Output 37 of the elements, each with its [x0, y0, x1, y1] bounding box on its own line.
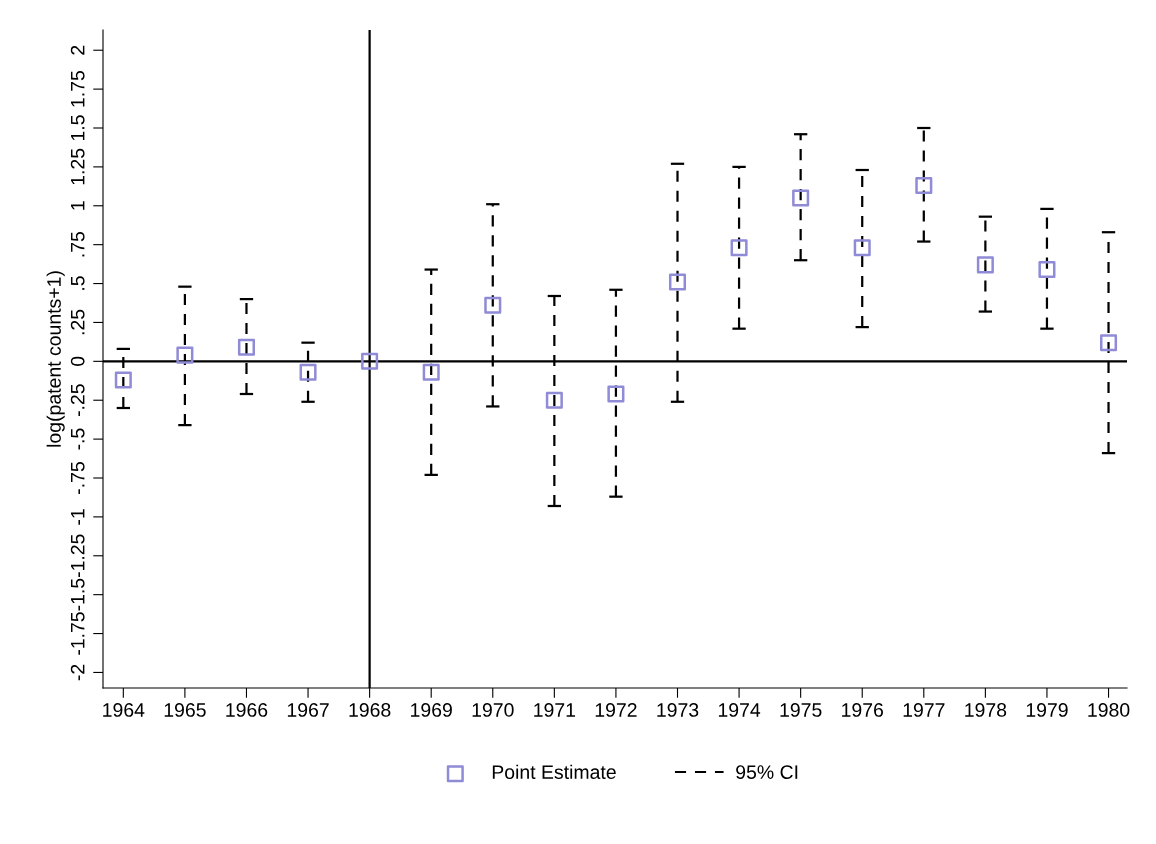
y-tick-label: .5 [71, 276, 85, 290]
x-tick-label: 1969 [411, 703, 452, 717]
x-tick-label: 1974 [718, 703, 761, 717]
x-tick-label: 1967 [287, 703, 329, 717]
x-tick-label: 1979 [1026, 703, 1068, 717]
x-tick-label: 1964 [103, 703, 145, 717]
y-tick-label: -.75 [71, 462, 85, 494]
y-tick-label: -1.75 [71, 612, 85, 655]
x-tick-label: 1980 [1088, 703, 1130, 717]
y-tick-label: 0 [70, 356, 85, 366]
y-tick-label: -1.25 [70, 534, 85, 578]
text: 95% CI [736, 765, 798, 779]
y-tick-label: -.5 [71, 428, 85, 450]
legend-label: Point Estimate [492, 764, 616, 779]
y-tick-label: .75 [71, 231, 85, 257]
x-tick-label: 1978 [965, 703, 1007, 717]
y-tick-label: 1.75 [71, 71, 85, 107]
y-tick-label: -.25 [70, 384, 85, 417]
x-tick-label: 1965 [164, 703, 206, 717]
x-tick-label: 1970 [472, 703, 514, 717]
y-tick-label: -1 [71, 509, 85, 525]
y-tick-label: 1.5 [71, 115, 85, 141]
x-tick-label: 1977 [903, 703, 945, 717]
y-tick-label: 1 [71, 201, 85, 210]
x-tick-label: 1976 [842, 703, 883, 717]
x-tick-label: 1971 [534, 703, 576, 717]
y-tick-label: 1.25 [70, 148, 85, 185]
y-axis-title: log(patent counts+1) [46, 271, 65, 447]
y-tick-label: 2 [70, 45, 85, 55]
x-tick-label: 1966 [226, 703, 268, 717]
x-tick-label: 1972 [595, 703, 637, 717]
y-tick-label: .25 [70, 309, 85, 335]
x-tick-label: 1975 [780, 703, 822, 717]
x-tick-label: 1973 [657, 703, 699, 717]
y-tick-label: -1.5 [71, 578, 85, 611]
y-tick-label: -2 [70, 664, 85, 681]
x-tick-label: 1968 [349, 703, 391, 717]
